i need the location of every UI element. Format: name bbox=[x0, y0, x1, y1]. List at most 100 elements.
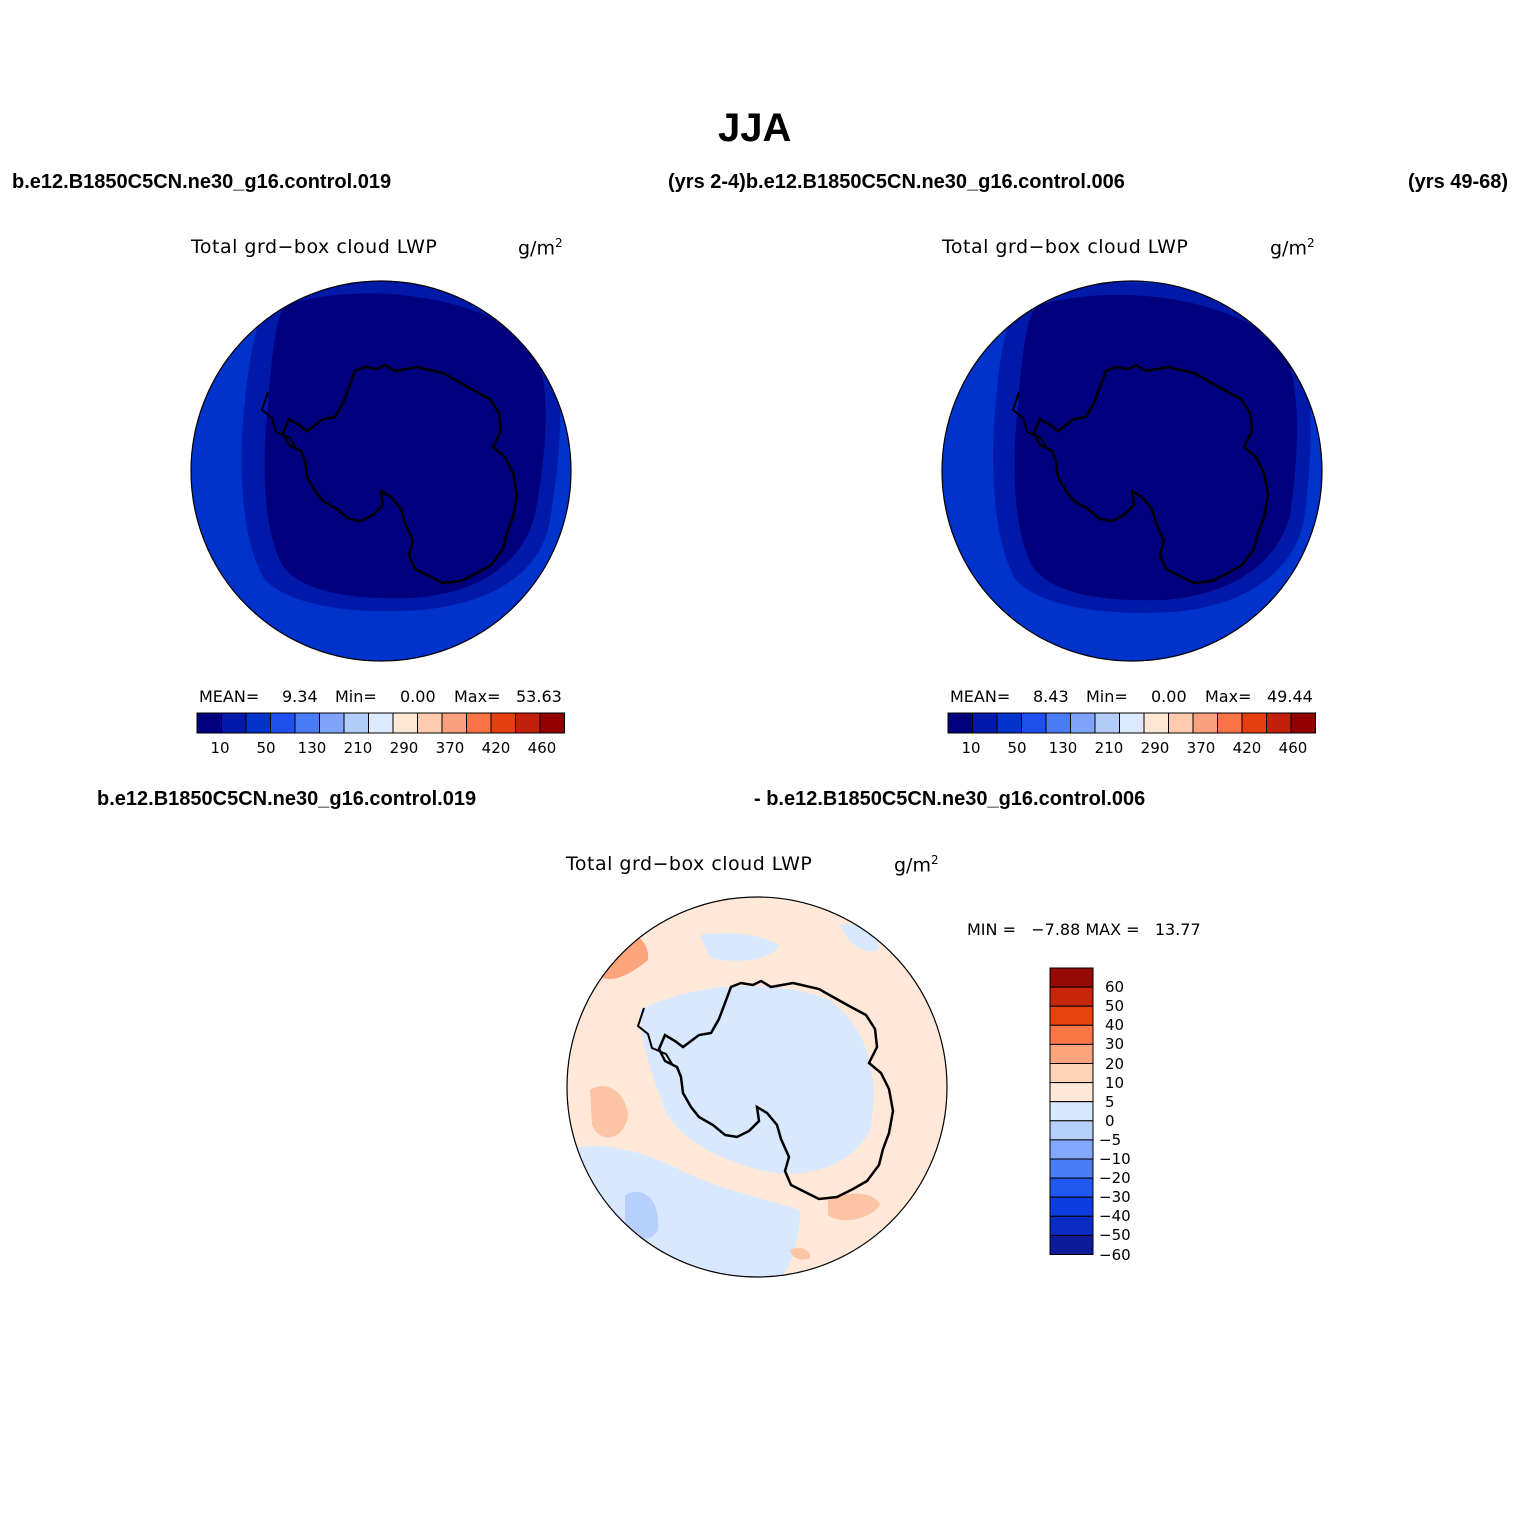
panel2-colorbar-box bbox=[1045, 712, 1071, 734]
panel3-colorbar-tick-label: −30 bbox=[1099, 1188, 1131, 1207]
panel3-colorbar-box bbox=[1049, 1043, 1094, 1065]
panel3-neg-region-continent bbox=[640, 986, 874, 1174]
panel2-inner-field bbox=[1014, 294, 1298, 601]
panel3-colorbar-tick-label: 10 bbox=[1105, 1073, 1125, 1092]
panel3-colorbar-box bbox=[1049, 1234, 1094, 1256]
panel3-colorbar-tick-label: 30 bbox=[1105, 1035, 1125, 1054]
panel1-colorbar-box bbox=[392, 712, 418, 734]
panel2-colorbar-tick-label: 370 bbox=[1186, 739, 1216, 757]
panel1-colorbar-box bbox=[270, 712, 296, 734]
panel3-colorbar-tick-label: −10 bbox=[1099, 1150, 1131, 1168]
panel1-max: 53.63 bbox=[516, 687, 562, 706]
panel2-mean-label: MEAN= bbox=[950, 687, 1011, 706]
panel3-colorbar-box bbox=[1049, 1177, 1094, 1198]
panel1-colorbar-box bbox=[343, 712, 369, 734]
panel2-colorbar-box bbox=[1119, 712, 1145, 734]
panel1-variable: Total grd−box cloud LWP bbox=[191, 236, 438, 258]
panel2-colorbar-box bbox=[1192, 712, 1218, 734]
panel3-colorbar-tick-label: 20 bbox=[1105, 1054, 1125, 1073]
figure-title: JJA bbox=[718, 106, 792, 150]
panel2-colorbar-box bbox=[1094, 712, 1120, 734]
panel2-colorbar-box bbox=[1070, 712, 1096, 734]
panel1-peninsula bbox=[260, 391, 297, 449]
panel3-colorbar bbox=[1049, 967, 1094, 1256]
panel1-colorbar-tick-label: 420 bbox=[481, 739, 511, 757]
panel1-colorbar-box bbox=[539, 712, 565, 734]
panel3-variable: Total grd−box cloud LWP bbox=[566, 853, 813, 875]
panel1-colorbar-box bbox=[466, 712, 492, 734]
panel1-units: g/m2 bbox=[518, 236, 563, 260]
panel2-colorbar-box bbox=[947, 712, 973, 734]
panel2-colorbar-box bbox=[1266, 712, 1292, 734]
panel3-neg2-region bbox=[625, 1191, 659, 1239]
panel2-colorbar-box bbox=[1021, 712, 1047, 734]
panel2-min-label: Min= bbox=[1086, 687, 1128, 706]
panel3-colorbar-tick-label: 40 bbox=[1105, 1016, 1125, 1035]
panel1-colorbar-tick-label: 130 bbox=[297, 739, 327, 757]
panel1-colorbar-tick-label: 290 bbox=[389, 739, 419, 757]
panel3-colorbar-box bbox=[1049, 1120, 1094, 1141]
panel1-colorbar-tick-label: 50 bbox=[256, 739, 276, 757]
panel2-colorbar-tick-label: 10 bbox=[961, 739, 981, 757]
panel3-neg-region-ne bbox=[840, 924, 879, 952]
case-label-top-right: (yrs 49-68) bbox=[1408, 171, 1509, 193]
panel2-max: 49.44 bbox=[1267, 687, 1313, 706]
panel3-colorbar-box bbox=[1049, 1139, 1094, 1160]
panel2-colorbar-tick-label: 210 bbox=[1094, 739, 1124, 757]
panel3-colorbar-box bbox=[1049, 1024, 1094, 1045]
panel1-map bbox=[190, 280, 572, 662]
panel1-colorbar-tick-label: 10 bbox=[210, 739, 230, 757]
panel3-colorbar-box bbox=[1049, 1005, 1094, 1026]
panel1-mean-label: MEAN= bbox=[199, 687, 260, 706]
panel2-map-border bbox=[941, 280, 1323, 662]
panel1-mean: 9.34 bbox=[282, 687, 318, 706]
panel3-map-border bbox=[566, 896, 948, 1278]
panel1-min: 0.00 bbox=[400, 687, 436, 706]
panel1-colorbar bbox=[196, 712, 565, 734]
panel3-colorbar-box bbox=[1049, 967, 1094, 988]
panel3-colorbar-tick-label: 0 bbox=[1105, 1111, 1115, 1130]
panel2-colorbar bbox=[947, 712, 1316, 734]
panel3-colorbar-tick-label: 60 bbox=[1105, 978, 1125, 997]
panel1-colorbar-box bbox=[490, 712, 516, 734]
panel1-colorbar-box bbox=[294, 712, 320, 734]
panel1-colorbar-box bbox=[196, 712, 222, 734]
panel2-min: 0.00 bbox=[1151, 687, 1187, 706]
panel3-peninsula bbox=[636, 1007, 673, 1065]
case-label-top-mid: (yrs 2-4)b.e12.B1850C5CN.ne30_g16.contro… bbox=[668, 171, 1125, 193]
panel2-colorbar-box bbox=[1143, 712, 1169, 734]
panel3-colorbar-box bbox=[1049, 1082, 1094, 1103]
panel1-colorbar-box bbox=[515, 712, 541, 734]
panel1-inner-field bbox=[264, 293, 546, 599]
panel2-colorbar-box bbox=[1241, 712, 1267, 734]
panel2-colorbar-box bbox=[1168, 712, 1194, 734]
panel2-colorbar-tick-label: 130 bbox=[1048, 739, 1078, 757]
panel2-colorbar-tick-label: 460 bbox=[1278, 739, 1308, 757]
panel2-peninsula bbox=[1011, 391, 1048, 449]
panel1-colorbar-box bbox=[319, 712, 345, 734]
panel3-colorbar-tick-label: −5 bbox=[1099, 1130, 1122, 1149]
panel2-colorbar-tick-label: 290 bbox=[1140, 739, 1170, 757]
panel3-neg-region-north bbox=[700, 933, 780, 962]
panel3-map bbox=[566, 896, 948, 1278]
panel2-colorbar-box bbox=[972, 712, 998, 734]
panel2-mean: 8.43 bbox=[1033, 687, 1069, 706]
panel3-colorbar-tick-label: −50 bbox=[1099, 1226, 1131, 1245]
panel1-colorbar-tick-label: 370 bbox=[435, 739, 465, 757]
panel3-colorbar-tick-label: −20 bbox=[1099, 1169, 1131, 1188]
panel2-variable: Total grd−box cloud LWP bbox=[942, 236, 1189, 258]
case-label-top-left: b.e12.B1850C5CN.ne30_g16.control.019 bbox=[12, 171, 392, 193]
case-label-bottom-left: b.e12.B1850C5CN.ne30_g16.control.019 bbox=[97, 788, 477, 810]
panel3-colorbar-tick-label: 50 bbox=[1105, 997, 1125, 1016]
panel3-colorbar-tick-label: −60 bbox=[1099, 1245, 1131, 1264]
panel3-colorbar-box bbox=[1049, 1196, 1094, 1217]
panel3-units: g/m2 bbox=[894, 853, 939, 877]
panel3-colorbar-tick-label: −40 bbox=[1099, 1207, 1131, 1226]
case-label-bottom-right: - b.e12.B1850C5CN.ne30_g16.control.006 bbox=[754, 788, 1146, 810]
panel1-colorbar-box bbox=[417, 712, 443, 734]
panel3-colorbar-tick-label: 5 bbox=[1105, 1092, 1115, 1111]
panel2-colorbar-box bbox=[1290, 712, 1316, 734]
panel3-colorbar-box bbox=[1049, 986, 1094, 1007]
panel1-max-label: Max= bbox=[454, 687, 501, 706]
